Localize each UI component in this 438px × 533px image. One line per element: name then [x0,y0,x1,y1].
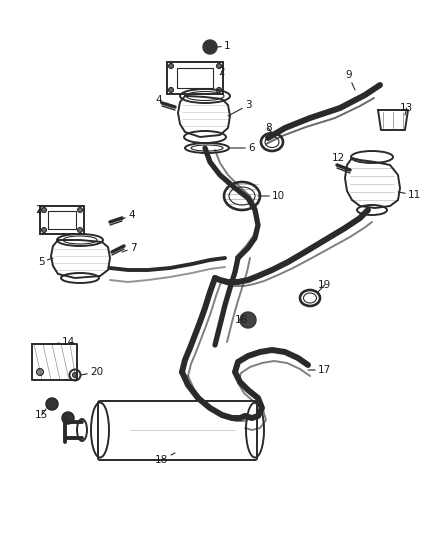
Text: 12: 12 [332,153,345,167]
Ellipse shape [73,373,78,377]
Ellipse shape [78,228,82,232]
Text: 5: 5 [38,257,53,267]
Text: 13: 13 [400,103,413,115]
Text: 11: 11 [398,190,421,200]
Ellipse shape [240,312,256,328]
Ellipse shape [36,368,43,376]
Text: 4: 4 [155,95,165,105]
Text: 15: 15 [35,409,48,420]
Ellipse shape [169,63,173,69]
Ellipse shape [78,207,82,213]
Text: 3: 3 [228,100,251,116]
Text: 2: 2 [35,205,42,215]
Text: 10: 10 [258,191,285,201]
Text: 6: 6 [229,143,254,153]
Ellipse shape [169,87,173,93]
Text: 18: 18 [155,453,175,465]
Ellipse shape [216,63,222,69]
Text: 17: 17 [308,365,331,375]
Text: 9: 9 [345,70,355,90]
Ellipse shape [62,412,74,424]
Text: 19: 19 [318,280,331,292]
Text: 1: 1 [217,41,231,51]
Text: 16: 16 [235,315,248,325]
Text: 7: 7 [122,243,137,253]
Ellipse shape [46,398,58,410]
Ellipse shape [216,87,222,93]
Text: 14: 14 [52,337,75,347]
Text: 2: 2 [218,67,225,77]
Text: 8: 8 [265,123,272,133]
Ellipse shape [42,228,46,232]
Ellipse shape [42,207,46,213]
Text: 20: 20 [81,367,103,377]
Text: 4: 4 [120,210,134,220]
Ellipse shape [203,40,217,54]
